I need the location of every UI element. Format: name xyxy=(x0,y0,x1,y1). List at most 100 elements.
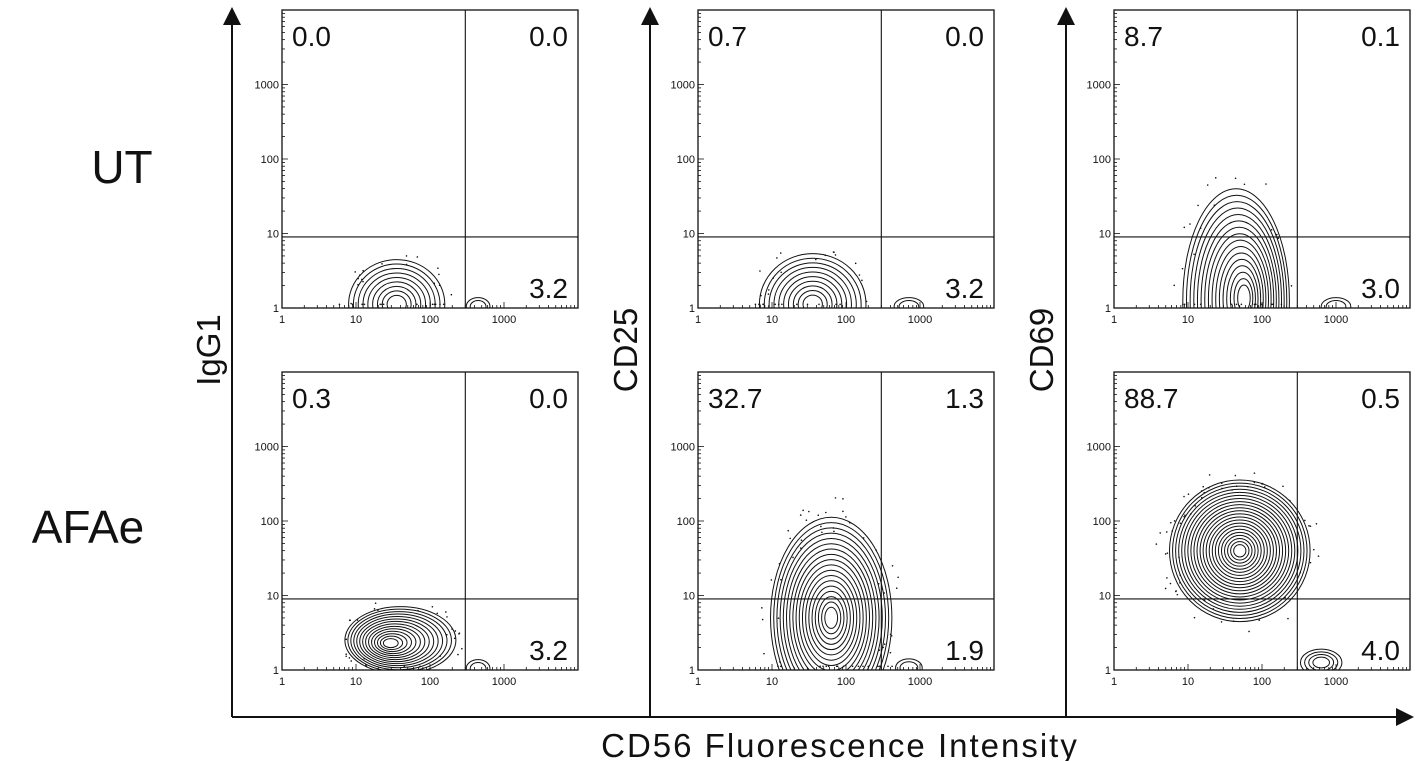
event-dot xyxy=(457,653,459,656)
contour-line xyxy=(783,276,843,308)
y-tick-label: 100 xyxy=(261,154,279,166)
event-dot xyxy=(461,647,463,650)
contour-line xyxy=(773,266,852,308)
event-dot xyxy=(1179,581,1181,584)
event-dot xyxy=(777,303,780,306)
event-dot xyxy=(800,539,803,541)
panel-ut-igg1: 1 10 100 1000 1 10 100 1000 0.0 0.0 3.2 xyxy=(255,9,579,326)
event-dot xyxy=(1171,530,1174,532)
contour-line xyxy=(1202,513,1277,589)
event-dot xyxy=(842,497,844,500)
event-dot xyxy=(1182,303,1184,306)
event-dot xyxy=(887,665,889,668)
event-dot xyxy=(805,519,808,522)
event-dot xyxy=(1193,303,1196,306)
event-dot xyxy=(1282,485,1284,488)
y-axis-title-igg1: IgG1 xyxy=(190,314,227,386)
contour-line xyxy=(814,590,848,645)
event-dot xyxy=(834,254,837,256)
event-dot xyxy=(780,665,782,668)
event-dot xyxy=(1284,596,1286,599)
event-dot xyxy=(1235,303,1238,306)
event-dot xyxy=(1176,593,1179,596)
contour-line xyxy=(374,630,412,655)
event-dot xyxy=(1207,486,1210,489)
contour-line xyxy=(1233,544,1247,558)
event-dot xyxy=(820,525,822,528)
event-dot xyxy=(862,665,864,668)
contour-line xyxy=(1227,537,1253,564)
contour-line xyxy=(1237,284,1251,308)
x-tick-label: 1 xyxy=(695,676,701,688)
event-dot xyxy=(897,576,899,579)
quadrant-upper-left: 8.7 xyxy=(1124,21,1163,52)
contour-plot xyxy=(754,251,925,308)
x-axis-title: CD56 Fluorescence Intensity xyxy=(601,727,1079,761)
contour-line xyxy=(365,623,426,661)
event-dot xyxy=(361,278,363,281)
event-dot xyxy=(767,289,770,291)
x-tick-label: 100 xyxy=(421,676,439,688)
event-dot xyxy=(431,303,434,306)
x-tick-label: 1000 xyxy=(908,314,932,326)
contour-line xyxy=(898,300,920,308)
event-dot xyxy=(834,497,837,499)
event-dot xyxy=(822,665,824,668)
contour-line xyxy=(1181,491,1299,610)
x-tick-label: 1000 xyxy=(492,314,516,326)
event-dot xyxy=(1231,489,1233,491)
event-dot xyxy=(345,655,347,658)
contour-line xyxy=(773,522,890,670)
contour-line xyxy=(821,601,842,635)
event-dot xyxy=(1290,285,1293,287)
event-dot xyxy=(778,562,781,565)
event-dot xyxy=(381,263,383,265)
event-dot xyxy=(889,651,892,654)
quadrant-lower-right: 3.2 xyxy=(529,273,568,304)
contour-line xyxy=(1193,207,1283,308)
quadrant-upper-right: 0.0 xyxy=(945,21,984,52)
event-dot xyxy=(1220,621,1223,623)
event-dot xyxy=(438,273,440,276)
contour-line xyxy=(801,569,861,666)
quadrant-lower-right: 1.9 xyxy=(945,635,984,666)
y-tick-label: 1 xyxy=(689,665,695,677)
event-dot xyxy=(891,665,893,668)
contour-line xyxy=(1308,654,1335,670)
contour-line xyxy=(469,662,487,670)
event-dot xyxy=(1221,487,1223,490)
quadrant-lower-right: 4.0 xyxy=(1361,635,1400,666)
event-dot xyxy=(1220,482,1223,484)
event-dot xyxy=(1253,481,1256,484)
event-dot xyxy=(835,665,838,668)
event-dot xyxy=(777,617,780,619)
event-dot xyxy=(832,527,835,529)
event-dot xyxy=(760,294,762,297)
event-dot xyxy=(762,303,764,306)
contour-line xyxy=(1320,297,1352,308)
event-dot xyxy=(1253,472,1256,474)
contour-line xyxy=(779,532,883,670)
event-dot xyxy=(787,529,790,532)
event-dot xyxy=(875,549,877,552)
contour-line xyxy=(776,527,886,670)
event-dot xyxy=(1189,513,1192,515)
event-dot xyxy=(1235,485,1238,488)
event-dot xyxy=(1164,553,1167,555)
event-dot xyxy=(431,605,434,608)
x-tick-label: 10 xyxy=(766,676,778,688)
contour-line xyxy=(1204,226,1275,308)
contour-line xyxy=(782,537,880,670)
event-dot xyxy=(442,303,445,306)
event-dot xyxy=(1183,226,1186,229)
event-dot xyxy=(821,531,823,534)
event-dot xyxy=(802,509,804,512)
event-dot xyxy=(1234,177,1237,180)
event-dot xyxy=(825,511,827,514)
contour-line xyxy=(1193,504,1287,598)
panel-frame xyxy=(281,9,579,309)
contour-line xyxy=(1182,188,1290,308)
contour-line xyxy=(1215,246,1267,308)
contour-line xyxy=(895,658,923,670)
contour-line xyxy=(1172,482,1308,619)
